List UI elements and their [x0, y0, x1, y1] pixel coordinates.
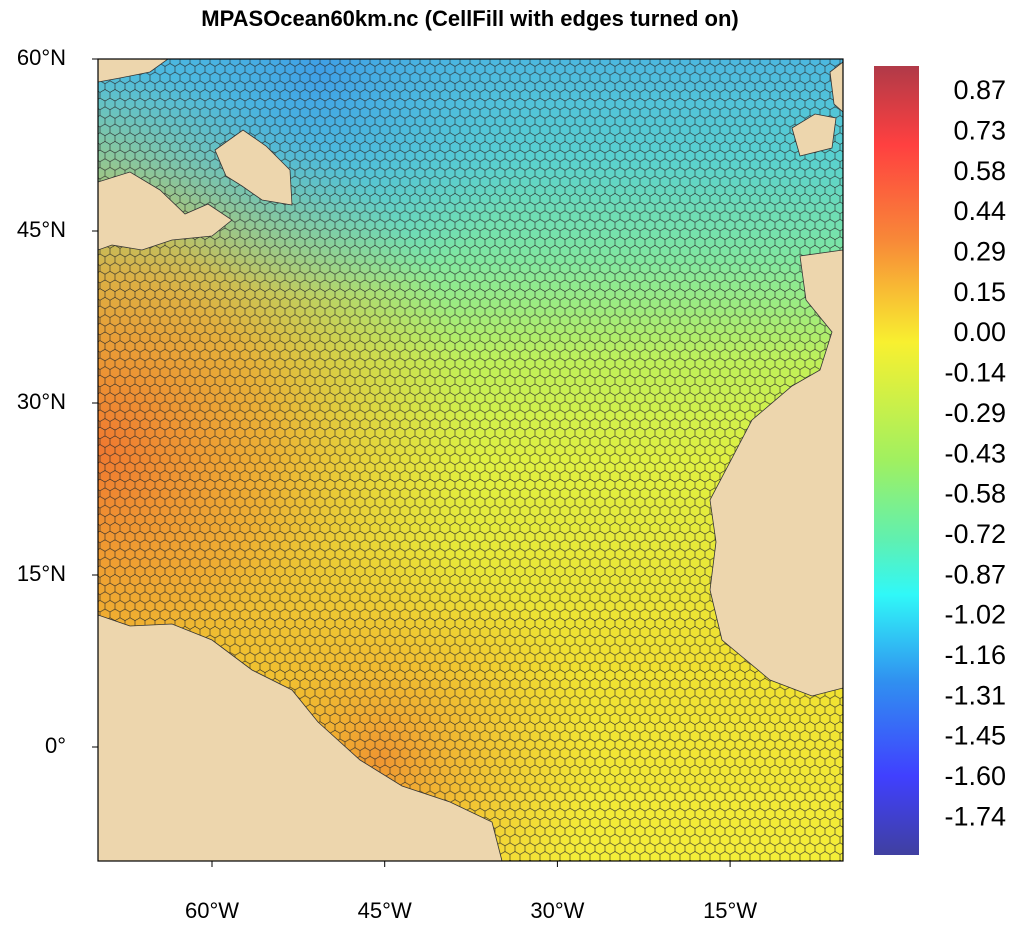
lat-label: 15°N	[17, 561, 66, 586]
colorbar-label: 0.15	[953, 277, 1006, 307]
map	[98, 59, 843, 861]
lon-label: 45°W	[358, 898, 412, 923]
newfoundland	[214, 129, 293, 206]
lat-label: 30°N	[17, 389, 66, 414]
colorbar-label: -1.74	[944, 801, 1006, 831]
britain	[829, 61, 843, 113]
lon-label: 15°W	[703, 898, 757, 923]
colorbar-label: -1.31	[944, 680, 1006, 710]
colorbar-label: -1.02	[944, 600, 1006, 630]
lat-axis: 60°N 45°N 30°N 15°N 0°	[17, 45, 98, 758]
colorbar-label: 0.73	[953, 115, 1006, 145]
labrador	[98, 59, 169, 83]
colorbar-label: -1.45	[944, 721, 1006, 751]
colorbar-label: -1.16	[944, 640, 1006, 670]
colorbar-label: 0.00	[953, 317, 1006, 347]
colorbar-label: -0.58	[944, 479, 1006, 509]
colorbar-label: -0.87	[944, 559, 1006, 589]
map-frame	[97, 58, 844, 862]
colorbar-label: -1.60	[944, 761, 1006, 791]
africa	[709, 249, 843, 697]
title: MPASOcean60km.nc (CellFill with edges tu…	[201, 6, 738, 31]
colorbar-labels: 0.87 0.73 0.58 0.44 0.29 0.15 0.00 -0.14 -0.29 -0…	[944, 75, 1006, 831]
nova-scotia	[98, 171, 233, 251]
land	[98, 59, 843, 861]
colorbar	[874, 66, 919, 855]
lat-label: 45°N	[17, 217, 66, 242]
colorbar-label: 0.58	[953, 156, 1006, 186]
colorbar-label: -0.14	[944, 358, 1006, 388]
colorbar-label: 0.44	[953, 196, 1006, 226]
ireland	[791, 113, 837, 157]
lon-label: 60°W	[185, 898, 239, 923]
colorbar-label: -0.29	[944, 398, 1006, 428]
lat-label: 60°N	[17, 45, 66, 70]
lon-label: 30°W	[530, 898, 584, 923]
colorbar-label: 0.87	[953, 75, 1006, 105]
lat-label: 0°	[45, 733, 66, 758]
colorbar-label: -0.43	[944, 438, 1006, 468]
south-america	[98, 614, 503, 861]
lon-axis: 60°W 45°W 30°W 15°W	[185, 861, 757, 923]
colorbar-label: -0.72	[944, 519, 1006, 549]
colorbar-label: 0.29	[953, 237, 1006, 267]
